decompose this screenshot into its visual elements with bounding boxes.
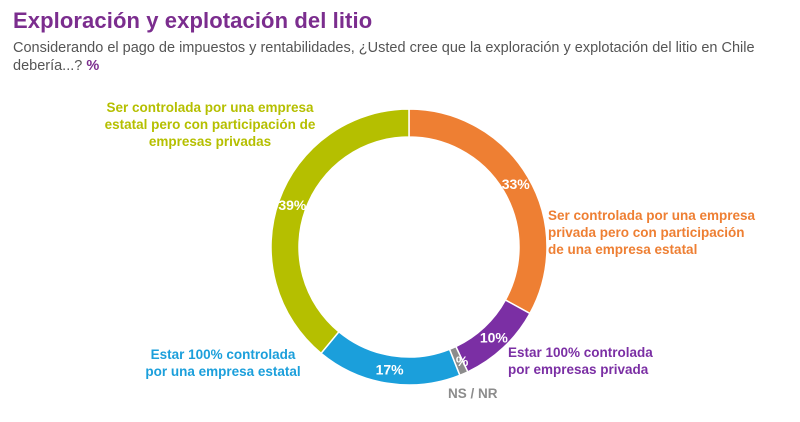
slice-value-label-0: 33% xyxy=(502,176,531,192)
category-label-3: Estar 100% controlada por una empresa es… xyxy=(145,347,301,379)
category-label-4: Ser controlada por una empresa estatal p… xyxy=(104,100,316,149)
slice-0 xyxy=(408,108,548,315)
unit-label: % xyxy=(86,58,100,74)
slice-value-label-3: 17% xyxy=(376,361,405,377)
category-label-2: NS / NR xyxy=(448,386,498,401)
chart-title: Exploración y explotación del litio xyxy=(13,8,373,33)
category-label-1: Estar 100% controlada por empresas priva… xyxy=(508,345,653,377)
subtitle-text: Considerando el pago de impuestos y rent… xyxy=(13,40,755,74)
chart-subtitle: Considerando el pago de impuestos y rent… xyxy=(13,39,773,75)
slice-value-label-4: 39% xyxy=(278,197,307,213)
slice-4 xyxy=(270,108,410,355)
category-label-0: Ser controlada por una empresa privada p… xyxy=(548,208,756,257)
slice-value-label-1: 10% xyxy=(480,329,509,345)
